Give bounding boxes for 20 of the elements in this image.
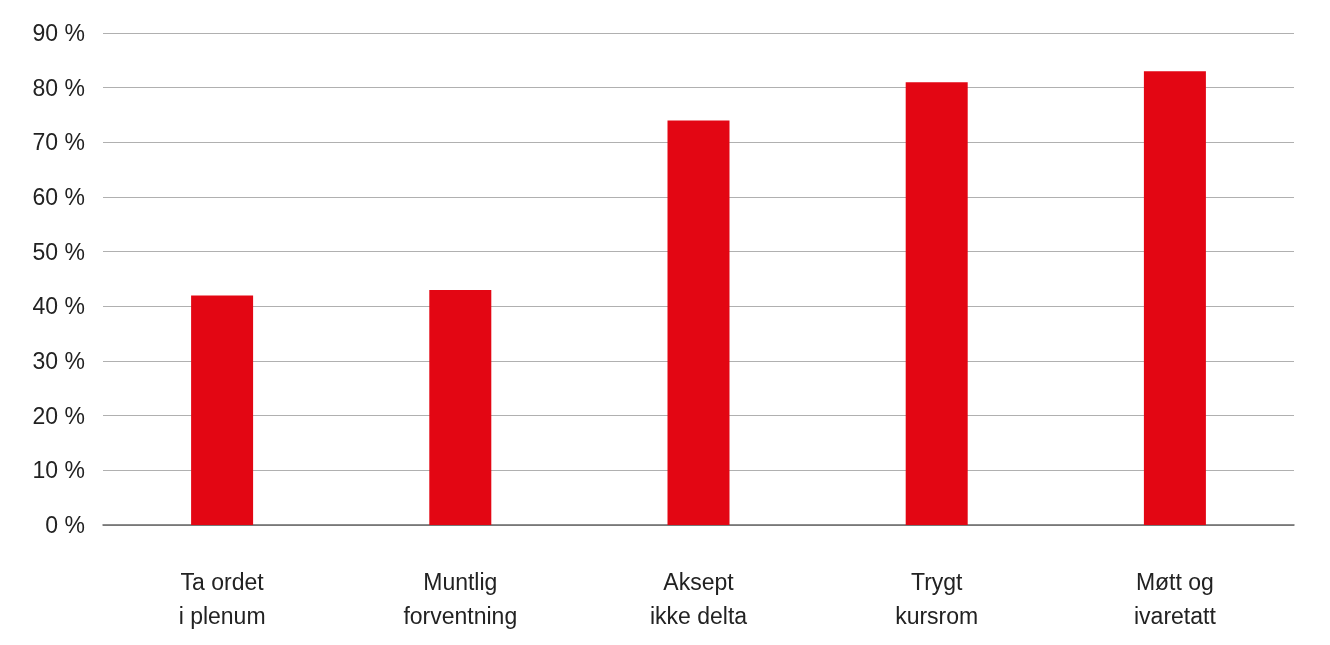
x-tick-label: Trygt kursrom [895, 569, 979, 629]
y-tick-label: 0 % [45, 512, 85, 538]
x-tick-label: Aksept ikke delta [649, 569, 748, 629]
y-tick-label: 20 % [32, 402, 85, 429]
bar [1143, 71, 1206, 525]
y-tick-label: 80 % [32, 74, 85, 101]
y-tick-label: 70 % [32, 129, 85, 156]
y-tick-label: 50 % [32, 238, 85, 265]
y-tick-label: 10 % [32, 457, 85, 484]
bar [191, 295, 254, 525]
y-tick-label: 30 % [32, 348, 85, 374]
x-tick-label: Muntlig forventning [403, 569, 518, 629]
y-tick-label: 90 % [32, 20, 85, 46]
bar [667, 120, 730, 525]
x-tick-label: Ta ordet i plenum [178, 569, 266, 629]
y-tick-label: 60 % [32, 184, 85, 210]
bar [429, 289, 492, 525]
y-tick-label: 40 % [32, 293, 85, 320]
x-tick-label: Møtt og ivaretatt [1133, 569, 1217, 629]
bar [905, 82, 968, 525]
